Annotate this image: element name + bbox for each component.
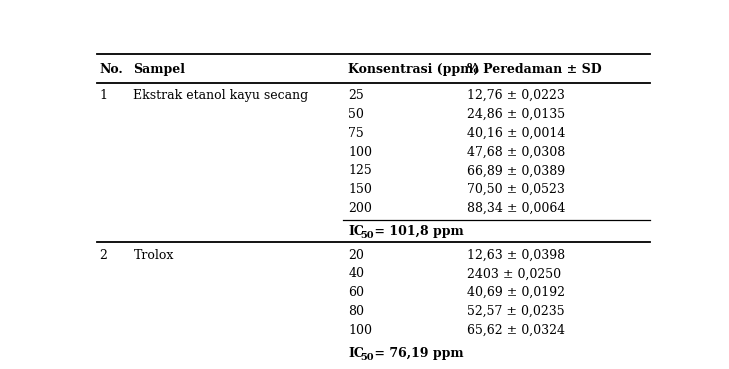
Text: = 101,8 ppm: = 101,8 ppm <box>370 225 464 238</box>
Text: 40,69 ± 0,0192: 40,69 ± 0,0192 <box>467 286 565 299</box>
Text: 50: 50 <box>348 108 364 121</box>
Text: 12,63 ± 0,0398: 12,63 ± 0,0398 <box>467 249 565 262</box>
Text: 24,86 ± 0,0135: 24,86 ± 0,0135 <box>467 108 565 121</box>
Text: 47,68 ± 0,0308: 47,68 ± 0,0308 <box>467 145 565 159</box>
Text: 60: 60 <box>348 286 364 299</box>
Text: Konsentrasi (ppm): Konsentrasi (ppm) <box>348 63 480 76</box>
Text: 150: 150 <box>348 183 372 196</box>
Text: 1: 1 <box>100 89 108 102</box>
Text: 80: 80 <box>348 305 364 318</box>
Text: 50: 50 <box>361 231 374 239</box>
Text: 25: 25 <box>348 89 364 102</box>
Text: 2403 ± 0,0250: 2403 ± 0,0250 <box>467 268 561 280</box>
Text: Sampel: Sampel <box>133 63 185 76</box>
Text: % Peredaman ± SD: % Peredaman ± SD <box>467 63 601 76</box>
Text: = 76,19 ppm: = 76,19 ppm <box>370 347 464 360</box>
Text: IC: IC <box>348 347 364 360</box>
Text: No.: No. <box>100 63 123 76</box>
Text: IC: IC <box>348 225 364 238</box>
Text: 125: 125 <box>348 164 372 177</box>
Text: 20: 20 <box>348 249 364 262</box>
Text: 100: 100 <box>348 324 373 337</box>
Text: 50: 50 <box>361 352 374 362</box>
Text: 66,89 ± 0,0389: 66,89 ± 0,0389 <box>467 164 565 177</box>
Text: 100: 100 <box>348 145 373 159</box>
Text: 70,50 ± 0,0523: 70,50 ± 0,0523 <box>467 183 565 196</box>
Text: 88,34 ± 0,0064: 88,34 ± 0,0064 <box>467 202 565 215</box>
Text: 200: 200 <box>348 202 372 215</box>
Text: Ekstrak etanol kayu secang: Ekstrak etanol kayu secang <box>133 89 309 102</box>
Text: 65,62 ± 0,0324: 65,62 ± 0,0324 <box>467 324 565 337</box>
Text: 52,57 ± 0,0235: 52,57 ± 0,0235 <box>467 305 564 318</box>
Text: 12,76 ± 0,0223: 12,76 ± 0,0223 <box>467 89 565 102</box>
Text: 40,16 ± 0,0014: 40,16 ± 0,0014 <box>467 127 565 140</box>
Text: 75: 75 <box>348 127 364 140</box>
Text: 2: 2 <box>100 249 107 262</box>
Text: Trolox: Trolox <box>133 249 174 262</box>
Text: 40: 40 <box>348 268 364 280</box>
